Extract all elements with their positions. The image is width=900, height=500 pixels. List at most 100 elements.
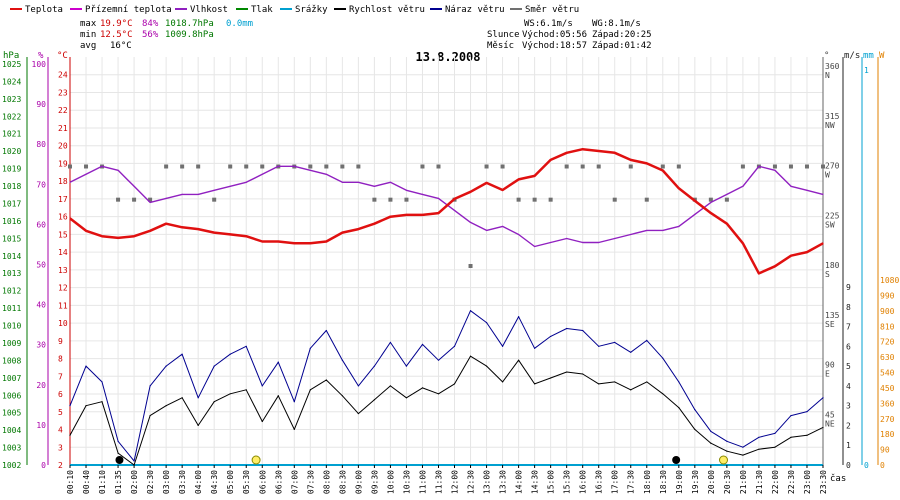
wind-dir-point bbox=[628, 164, 633, 169]
humidity-point bbox=[662, 229, 664, 232]
dir-unit: ° bbox=[824, 51, 829, 61]
temperature-point bbox=[710, 212, 712, 214]
stats-max-hum: 84% bbox=[142, 19, 159, 29]
wind-gust-point bbox=[534, 347, 536, 349]
humidity-point bbox=[421, 193, 424, 195]
wind-gust-point bbox=[806, 411, 808, 413]
stats-min-press: 1009.8hPa bbox=[165, 30, 214, 40]
x-tick-label: 08:30 bbox=[338, 470, 347, 494]
wind-tick-label: 3 bbox=[846, 402, 851, 411]
pressure-tick-label: 1015 bbox=[2, 234, 21, 243]
wind-speed-point bbox=[437, 393, 440, 395]
temperature-point bbox=[293, 242, 295, 244]
pressure-tick-label: 1018 bbox=[2, 182, 21, 191]
wind-gust-point bbox=[726, 440, 728, 442]
sun-marker bbox=[718, 455, 728, 465]
sun-marker bbox=[251, 455, 261, 465]
x-tick-label: 11:00 bbox=[418, 470, 427, 494]
temperature-point bbox=[181, 226, 183, 228]
x-tick-label: 14:00 bbox=[515, 470, 524, 494]
dir-tick-name: W bbox=[825, 171, 830, 180]
humidity-tick-label: 30 bbox=[36, 341, 46, 350]
temperature-point bbox=[774, 265, 776, 267]
humidity-point bbox=[469, 221, 472, 224]
temperature-point bbox=[550, 159, 552, 161]
temp-tick-label: 8 bbox=[58, 355, 63, 364]
wind-tick-label: 6 bbox=[846, 342, 851, 351]
temperature-point bbox=[389, 216, 392, 218]
humidity-point bbox=[550, 241, 552, 244]
wind-gust-point bbox=[501, 345, 504, 347]
wind-tick-label: 7 bbox=[846, 323, 851, 332]
solar-tick-label: 720 bbox=[880, 338, 895, 347]
temperature-point bbox=[325, 240, 327, 243]
wind-speed-point bbox=[69, 434, 71, 436]
humidity-point bbox=[646, 229, 648, 232]
solar-tick-label: 990 bbox=[880, 291, 895, 300]
legend-label-wind-dir: Směr větru bbox=[525, 5, 579, 15]
x-tick-label: 01:35 bbox=[114, 470, 123, 494]
wind-tick-label: 8 bbox=[846, 303, 851, 312]
temperature-point bbox=[85, 230, 87, 232]
temperature-point bbox=[405, 214, 408, 216]
dir-tick-degrees: 45 bbox=[825, 410, 835, 419]
temperature-point bbox=[598, 150, 600, 152]
wind-speed-point bbox=[630, 389, 632, 391]
sun-set: Západ:20:25 bbox=[592, 30, 652, 40]
humidity-tick-label: 50 bbox=[36, 261, 46, 270]
temperature-point bbox=[69, 217, 71, 220]
wind-speed-point bbox=[517, 359, 520, 361]
temp-tick-label: 19 bbox=[58, 159, 68, 168]
humidity-point bbox=[822, 193, 824, 195]
temp-tick-label: 21 bbox=[58, 124, 68, 133]
humidity-point bbox=[101, 165, 103, 167]
pressure-tick-label: 1023 bbox=[2, 95, 21, 104]
solar-tick-label: 450 bbox=[880, 384, 895, 393]
x-tick-label: 18:30 bbox=[659, 470, 668, 494]
sun-moon-markers bbox=[115, 455, 728, 465]
temp-tick-label: 10 bbox=[58, 319, 68, 328]
temperature-point bbox=[566, 152, 568, 154]
temperature-point bbox=[678, 187, 680, 189]
dir-tick-degrees: 180 bbox=[825, 261, 840, 270]
wind-speed-point bbox=[101, 401, 103, 403]
wind-speed-point bbox=[726, 450, 728, 452]
wind-gust-point bbox=[678, 381, 680, 383]
humidity-tick-label: 0 bbox=[41, 461, 46, 470]
pressure-tick-label: 1008 bbox=[2, 356, 21, 365]
x-tick-label: 15:00 bbox=[547, 470, 556, 494]
wind-speed-point bbox=[662, 393, 664, 395]
humidity-point bbox=[742, 185, 744, 187]
rain-tick-label: 1 bbox=[864, 66, 869, 75]
x-tick-label: 08:00 bbox=[322, 470, 331, 494]
wind-dir-point bbox=[772, 164, 777, 169]
right-axes-ticks: 360N315NW270W225SW180S135SE90E45NE987654… bbox=[825, 62, 899, 470]
wind-dir-point bbox=[804, 164, 809, 169]
temperature-point bbox=[758, 272, 760, 275]
dir-tick-degrees: 315 bbox=[825, 112, 840, 121]
wind-gust-point bbox=[566, 327, 568, 330]
legend: Teplota Přízemní teplota Vlhkost Tlak Sr… bbox=[10, 5, 579, 15]
axis-units: hPa % °C ° m/s mm W čas bbox=[3, 51, 885, 484]
pressure-tick-label: 1003 bbox=[2, 444, 21, 453]
wind-gust-point bbox=[261, 385, 263, 387]
wind-speed-point bbox=[85, 405, 87, 407]
x-tick-label: 09:00 bbox=[354, 470, 363, 494]
wind-dir-point bbox=[308, 164, 313, 169]
wind-dir-point bbox=[196, 164, 201, 169]
wind-dir-point bbox=[180, 164, 185, 169]
temp-tick-label: 12 bbox=[58, 284, 68, 293]
humidity-point bbox=[373, 185, 376, 187]
x-tick-label: 11:30 bbox=[434, 470, 443, 494]
pressure-tick-label: 1007 bbox=[2, 374, 21, 383]
wind-gust-point bbox=[774, 432, 776, 434]
solar-tick-label: 540 bbox=[880, 369, 895, 378]
humidity-tick-label: 100 bbox=[32, 60, 47, 69]
temperature-point bbox=[245, 235, 247, 237]
wind-dir-point bbox=[420, 164, 425, 169]
wind-tick-label: 5 bbox=[846, 362, 851, 371]
wind-speed-point bbox=[806, 434, 808, 436]
wind-gust-point bbox=[437, 359, 440, 361]
solar-tick-label: 810 bbox=[880, 322, 895, 331]
wind-gust-point bbox=[133, 460, 135, 462]
